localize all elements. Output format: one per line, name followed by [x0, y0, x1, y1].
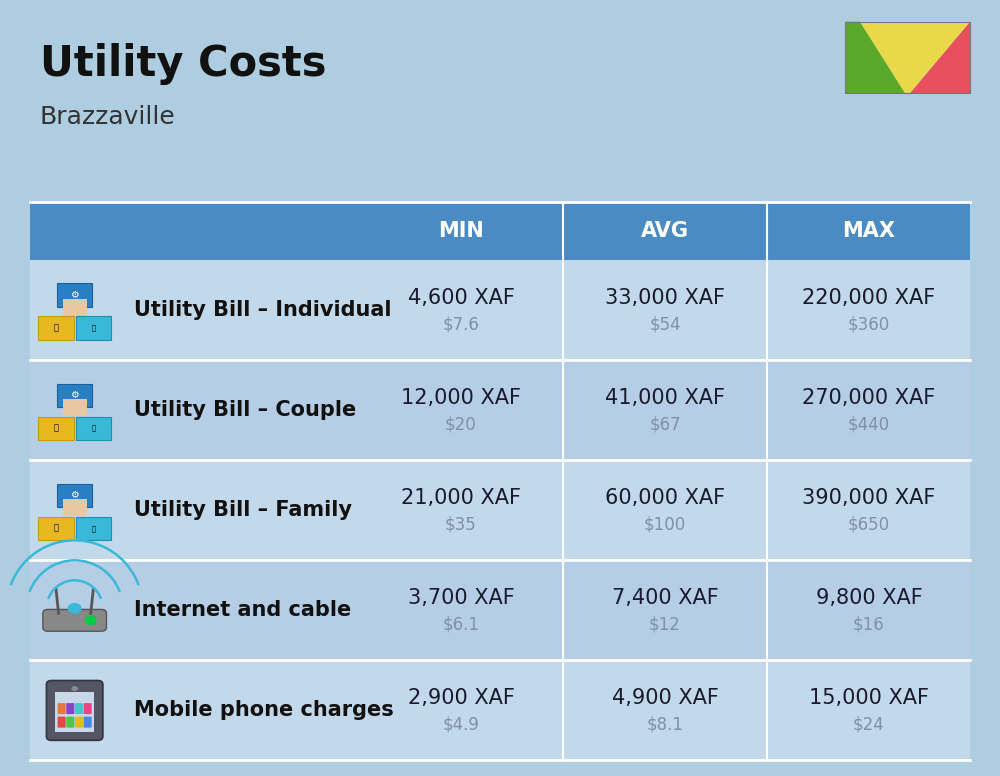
FancyBboxPatch shape [57, 483, 92, 507]
FancyBboxPatch shape [75, 716, 83, 728]
FancyBboxPatch shape [76, 417, 111, 440]
Text: 41,000 XAF: 41,000 XAF [605, 388, 725, 408]
Text: 4,600 XAF: 4,600 XAF [408, 288, 514, 308]
Text: MIN: MIN [438, 221, 484, 241]
FancyBboxPatch shape [30, 460, 970, 560]
FancyBboxPatch shape [63, 300, 87, 316]
FancyBboxPatch shape [38, 317, 74, 340]
Text: MAX: MAX [842, 221, 895, 241]
FancyBboxPatch shape [66, 716, 74, 728]
FancyBboxPatch shape [30, 260, 970, 360]
FancyBboxPatch shape [55, 691, 94, 733]
Text: 3,700 XAF: 3,700 XAF [408, 588, 514, 608]
Text: 7,400 XAF: 7,400 XAF [612, 588, 718, 608]
FancyBboxPatch shape [38, 417, 74, 440]
Text: 2,900 XAF: 2,900 XAF [408, 688, 514, 708]
Text: 21,000 XAF: 21,000 XAF [401, 488, 521, 508]
FancyBboxPatch shape [46, 681, 103, 740]
Text: 🚿: 🚿 [91, 525, 96, 532]
Text: $7.6: $7.6 [443, 315, 479, 333]
Text: 15,000 XAF: 15,000 XAF [809, 688, 929, 708]
Text: 4,900 XAF: 4,900 XAF [612, 688, 718, 708]
Text: $360: $360 [848, 315, 890, 333]
Text: $35: $35 [445, 515, 477, 533]
FancyBboxPatch shape [43, 609, 106, 631]
Text: $54: $54 [649, 315, 681, 333]
FancyBboxPatch shape [84, 703, 92, 714]
Text: 🚿: 🚿 [91, 324, 96, 331]
FancyBboxPatch shape [75, 703, 83, 714]
FancyBboxPatch shape [76, 517, 111, 540]
Circle shape [85, 615, 97, 625]
Text: $650: $650 [848, 515, 890, 533]
Text: $4.9: $4.9 [443, 715, 479, 733]
Text: ⚙: ⚙ [70, 490, 79, 501]
Text: Utility Costs: Utility Costs [40, 43, 326, 85]
Text: 220,000 XAF: 220,000 XAF [802, 288, 936, 308]
Text: Mobile phone charges: Mobile phone charges [134, 701, 393, 720]
Text: 60,000 XAF: 60,000 XAF [605, 488, 725, 508]
Text: $20: $20 [445, 415, 477, 433]
Text: $440: $440 [848, 415, 890, 433]
Text: $67: $67 [649, 415, 681, 433]
FancyBboxPatch shape [66, 703, 74, 714]
FancyBboxPatch shape [76, 317, 111, 340]
FancyBboxPatch shape [30, 360, 970, 460]
Text: Utility Bill – Family: Utility Bill – Family [134, 501, 352, 520]
Text: $8.1: $8.1 [646, 715, 683, 733]
Polygon shape [845, 22, 905, 93]
FancyBboxPatch shape [58, 703, 66, 714]
FancyBboxPatch shape [58, 716, 66, 728]
Text: Brazzaville: Brazzaville [40, 105, 176, 129]
Circle shape [68, 603, 82, 614]
FancyBboxPatch shape [38, 517, 74, 540]
Text: 12,000 XAF: 12,000 XAF [401, 388, 521, 408]
FancyBboxPatch shape [63, 400, 87, 416]
Text: $6.1: $6.1 [442, 615, 479, 633]
Text: 🚿: 🚿 [91, 424, 96, 431]
Text: 🔌: 🔌 [53, 424, 58, 433]
Circle shape [71, 686, 78, 691]
FancyBboxPatch shape [30, 660, 970, 760]
FancyBboxPatch shape [57, 283, 92, 307]
Text: AVG: AVG [641, 221, 689, 241]
Polygon shape [860, 22, 970, 93]
Text: 33,000 XAF: 33,000 XAF [605, 288, 725, 308]
Text: $100: $100 [644, 515, 686, 533]
Text: $24: $24 [853, 715, 885, 733]
Text: Utility Bill – Individual: Utility Bill – Individual [134, 300, 391, 320]
Text: ⚙: ⚙ [70, 290, 79, 300]
Text: 9,800 XAF: 9,800 XAF [816, 588, 922, 608]
FancyBboxPatch shape [57, 383, 92, 407]
Text: 🔌: 🔌 [53, 324, 58, 333]
Text: 390,000 XAF: 390,000 XAF [802, 488, 936, 508]
Text: Utility Bill – Couple: Utility Bill – Couple [134, 400, 356, 420]
FancyBboxPatch shape [63, 500, 87, 516]
Text: $16: $16 [853, 615, 885, 633]
FancyBboxPatch shape [84, 716, 92, 728]
Polygon shape [910, 22, 970, 93]
FancyBboxPatch shape [30, 560, 970, 660]
Text: Internet and cable: Internet and cable [134, 601, 351, 620]
Text: 270,000 XAF: 270,000 XAF [802, 388, 936, 408]
FancyBboxPatch shape [30, 202, 970, 260]
Text: $12: $12 [649, 615, 681, 633]
Text: ⚙: ⚙ [70, 390, 79, 400]
Text: 🔌: 🔌 [53, 524, 58, 533]
